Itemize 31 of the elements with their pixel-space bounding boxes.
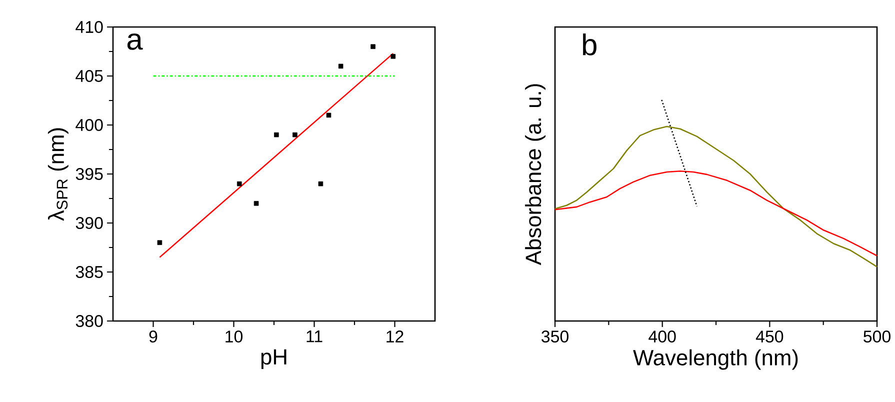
y-axis-title: λ$_{SPR}$ (nm): [48, 128, 68, 221]
y-axis-title: Absorbance (a. u.): [525, 84, 546, 266]
y-tick-label: 395: [76, 168, 103, 180]
x-axis-title: Wavelength (nm): [633, 349, 798, 370]
y-tick-label: 385: [76, 266, 103, 278]
x-tick-label: 12: [386, 330, 404, 342]
point: [254, 201, 259, 206]
point: [338, 64, 344, 69]
x-tick-label: 400: [648, 330, 676, 343]
point: [157, 240, 162, 245]
y-tick-label: 400: [76, 119, 103, 131]
x-tick-label: 350: [542, 330, 568, 343]
x-tick-label: 11: [306, 330, 322, 342]
y-tick-label: 405: [76, 70, 103, 82]
x-tick-label: 10: [226, 330, 243, 343]
point: [274, 132, 279, 138]
point: [390, 54, 396, 59]
y-tick-label: 380: [76, 315, 103, 327]
annotation: a: [127, 33, 143, 50]
point: [326, 112, 332, 118]
y-tick-label: 410: [76, 21, 103, 33]
y-tick-label: 390: [76, 217, 103, 229]
point: [318, 181, 324, 186]
point: [236, 181, 242, 186]
text: b: [582, 33, 596, 56]
x-axis-title: pH: [261, 349, 286, 369]
point: [370, 44, 376, 49]
x-tick-label: 500: [864, 330, 890, 343]
x-tick-label: 450: [756, 330, 784, 343]
x-tick-label: 9: [149, 330, 158, 343]
point: [292, 132, 298, 138]
